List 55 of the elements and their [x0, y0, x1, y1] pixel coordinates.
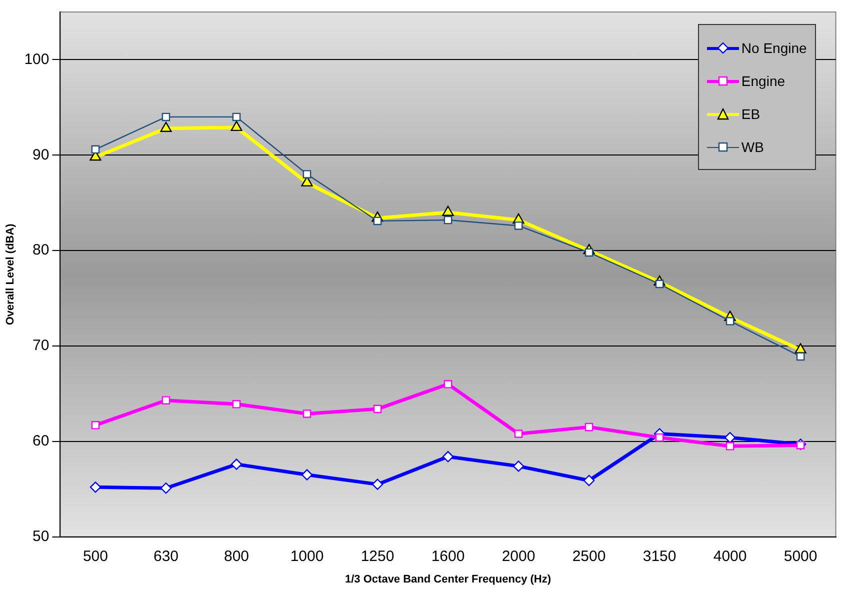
point [442, 206, 454, 216]
point [444, 380, 452, 388]
legend-label: No Engine [741, 40, 807, 56]
point [442, 451, 454, 462]
y-tick-label: 90 [32, 146, 50, 164]
point [584, 422, 594, 432]
y-tick-label: 50 [32, 528, 50, 545]
point [726, 317, 734, 326]
point [91, 145, 100, 154]
point [796, 352, 805, 361]
y-tick-label: 80 [32, 242, 50, 259]
point [583, 474, 595, 486]
x-tick-label: 500 [82, 548, 108, 565]
x-tick-label: 2000 [502, 548, 536, 565]
point [90, 482, 102, 493]
y-tick-label: 60 [32, 432, 50, 450]
point [230, 120, 242, 132]
point [512, 460, 524, 472]
point [232, 400, 241, 408]
point [232, 112, 241, 122]
point [162, 396, 170, 404]
x-tick-label: 1600 [431, 548, 465, 565]
point [302, 410, 312, 418]
point [160, 482, 172, 494]
y-axis-title: Overall Level (dBA) [4, 223, 17, 326]
point [160, 122, 172, 132]
point [91, 421, 100, 430]
point [162, 112, 170, 122]
point [302, 170, 312, 178]
point [794, 343, 806, 354]
x-tick-label: 630 [153, 548, 178, 565]
point [726, 442, 734, 450]
point [301, 469, 313, 480]
y-tick-label: 70 [32, 337, 50, 354]
x-tick-label: 800 [224, 548, 250, 565]
point [514, 222, 523, 230]
x-tick-label: 1000 [290, 548, 324, 565]
legend-label: Engine [741, 72, 786, 88]
point [373, 404, 382, 414]
point [724, 432, 736, 444]
x-tick-label: 1250 [360, 548, 394, 565]
x-tick-label: 5000 [784, 548, 818, 565]
x-tick-label: 2500 [572, 548, 606, 565]
legend-label: WB [741, 138, 764, 154]
point [655, 433, 664, 442]
x-tick-label: 3150 [642, 548, 676, 565]
point [444, 216, 452, 224]
point [796, 441, 805, 450]
point [514, 430, 523, 438]
y-tick-label: 100 [24, 50, 50, 68]
point [372, 478, 384, 490]
point [230, 458, 242, 470]
legend-label: EB [741, 106, 760, 122]
x-axis-title: 1/3 Octave Band Center Frequency (Hz) [345, 573, 552, 586]
x-tick-label: 4000 [713, 548, 747, 565]
